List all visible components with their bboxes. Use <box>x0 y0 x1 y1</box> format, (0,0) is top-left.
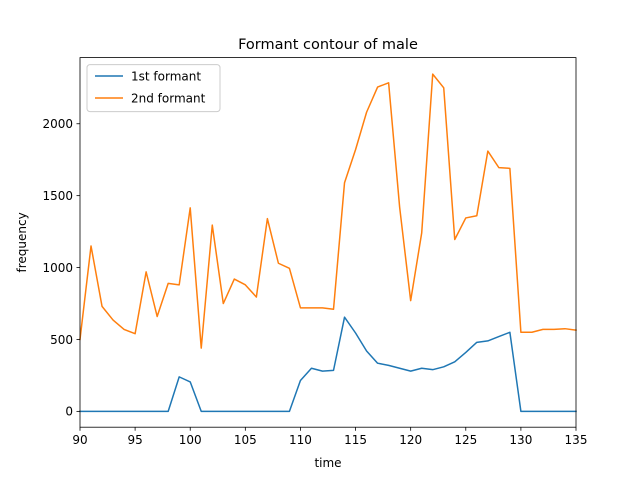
y-tick-label: 500 <box>50 333 73 347</box>
legend-label-2nd-formant: 2nd formant <box>131 92 206 106</box>
y-tick-label: 0 <box>65 405 73 419</box>
x-axis-ticks: 90 95 100 105 110 115 120 125 130 135 <box>72 427 587 447</box>
x-tick-label: 95 <box>127 433 142 447</box>
x-tick-label: 110 <box>289 433 312 447</box>
plot-area <box>80 57 576 428</box>
x-tick-label: 125 <box>454 433 477 447</box>
y-tick-label: 1000 <box>42 261 73 275</box>
legend: 1st formant 2nd formant <box>86 64 221 113</box>
series-line-1st-formant <box>79 316 577 413</box>
x-axis-label: time <box>314 456 341 470</box>
x-tick-label: 105 <box>234 433 257 447</box>
series-line-2nd-formant <box>79 73 577 349</box>
y-axis-ticks: 0 500 1000 1500 2000 <box>42 117 80 419</box>
legend-label-1st-formant: 1st formant <box>131 70 201 84</box>
x-tick-label: 90 <box>72 433 87 447</box>
plot-frame <box>79 57 577 428</box>
x-tick-label: 130 <box>509 433 532 447</box>
series-layer <box>79 73 577 413</box>
y-tick-label: 2000 <box>42 117 73 131</box>
chart-title: Formant contour of male <box>238 37 418 53</box>
y-tick-label: 1500 <box>42 189 73 203</box>
x-tick-label: 135 <box>565 433 588 447</box>
x-tick-label: 120 <box>399 433 422 447</box>
y-axis-label: frequency <box>15 212 29 272</box>
x-tick-label: 115 <box>344 433 367 447</box>
x-tick-label: 100 <box>179 433 202 447</box>
